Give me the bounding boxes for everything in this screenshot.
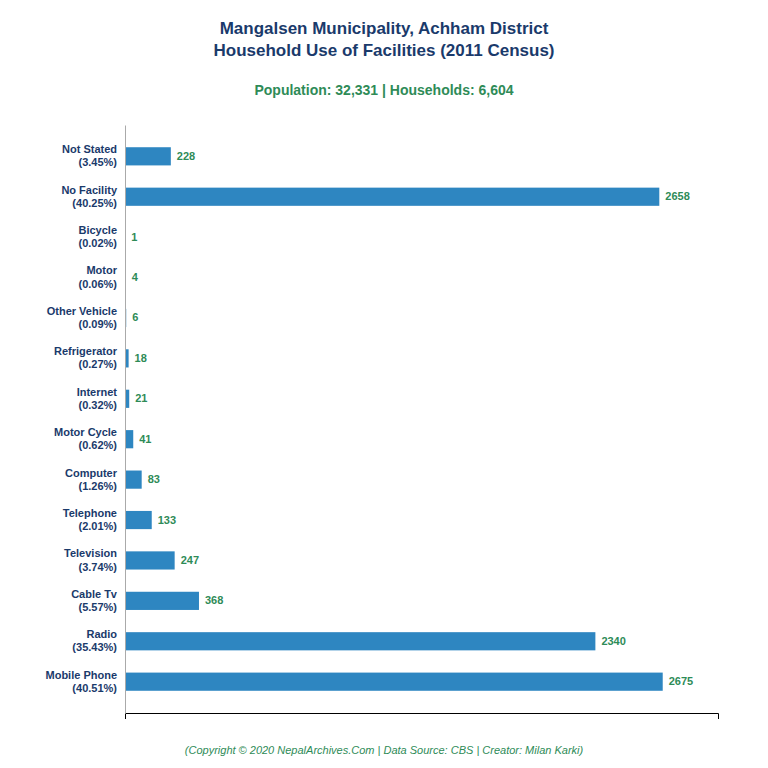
y-tick: Cable Tv(5.57%)	[71, 588, 118, 613]
bar	[125, 632, 595, 650]
y-axis: Not Stated(3.45%) No Facility(40.25%) Bicy…	[46, 126, 126, 714]
y-tick: Bicycle(0.02%)	[78, 224, 117, 249]
data-label: 6	[132, 311, 138, 323]
x-axis	[126, 714, 719, 720]
bar	[125, 551, 175, 569]
title-line: Mangalsen Municipality, Achham District	[220, 19, 549, 38]
y-tick-label: Internet(0.32%)	[77, 386, 118, 411]
text-line: (5.57%)	[78, 601, 117, 613]
y-tick: Television (3.74%)	[64, 547, 117, 572]
text-line: No Facility	[61, 184, 118, 196]
text-line: Cable Tv	[71, 588, 118, 600]
data-label: 1	[131, 231, 137, 243]
bars	[125, 147, 663, 691]
text-line: Refrigerator	[54, 345, 118, 357]
y-tick: Radio(35.43%)	[72, 628, 117, 653]
data-labels: 228 2658 1 4 6 18 21 41 83 133 247 368 2340 2675	[131, 150, 693, 687]
text-line: Mobile Phone	[46, 669, 118, 681]
y-tick-label: No Facility(40.25%)	[61, 184, 118, 209]
data-label: 368	[205, 594, 223, 606]
data-label: 41	[139, 433, 151, 445]
bar	[125, 592, 199, 610]
text-line: Other Vehicle	[47, 305, 117, 317]
y-tick-label: Cable Tv(5.57%)	[71, 588, 118, 613]
y-tick: Refrigerator (0.27%)	[54, 345, 118, 370]
subtitle: Population: 32,331 | Households: 6,604	[254, 82, 513, 98]
bar	[125, 673, 663, 691]
y-tick: Motor (0.06%)	[78, 264, 117, 289]
y-tick: Not Stated(3.45%)	[62, 143, 117, 168]
title: Mangalsen Municipality, Achham District H…	[213, 19, 554, 60]
bar	[125, 511, 152, 529]
data-label: 18	[135, 352, 147, 364]
text-line: (0.62%)	[78, 439, 117, 451]
text-line: Radio	[86, 628, 117, 640]
y-tick: No Facility(40.25%)	[61, 184, 118, 209]
y-tick-label: Computer(1.26%)	[65, 467, 118, 492]
text-line: (3.45%)	[78, 156, 117, 168]
text-line: Motor Cycle	[54, 426, 117, 438]
text-line: Telephone	[63, 507, 117, 519]
data-label: 2340	[601, 635, 625, 647]
data-label: 4	[132, 271, 139, 283]
y-tick: Mobile Phone(40.51%)	[46, 669, 118, 694]
text-line: (3.74%)	[78, 561, 117, 573]
bar	[125, 147, 171, 165]
y-tick-label: Telephone(2.01%)	[63, 507, 118, 532]
text-line: Bicycle	[78, 224, 117, 236]
y-tick: Other Vehicle(0.09%)	[47, 305, 118, 330]
text-line: (0.32%)	[78, 399, 117, 411]
plot: 228 2658 1 4 6 18 21 41 83 133 247 368 2340 2675 Not S…	[46, 126, 719, 720]
y-tick: Internet(0.32%)	[77, 386, 118, 411]
y-tick-label: Radio(35.43%)	[72, 628, 117, 653]
text-line: Computer	[65, 467, 118, 479]
text-line: (0.02%)	[78, 237, 117, 249]
y-tick-label: Television (3.74%)	[64, 547, 117, 572]
text-line: Television	[64, 547, 117, 559]
y-axis-line	[125, 126, 126, 714]
text-line: (0.09%)	[78, 318, 117, 330]
data-label: 2658	[665, 190, 689, 202]
y-tick: Telephone(2.01%)	[63, 507, 118, 532]
y-tick-label: Motor (0.06%)	[78, 264, 117, 289]
data-label: 2675	[669, 675, 693, 687]
bar	[125, 188, 659, 206]
text-line: (1.26%)	[78, 480, 117, 492]
data-label: 133	[158, 514, 176, 526]
text-line: (40.51%)	[72, 682, 117, 694]
y-tick-label: Refrigerator (0.27%)	[54, 345, 118, 370]
text-line: (0.27%)	[78, 359, 117, 371]
data-label: 83	[148, 473, 160, 485]
data-label: 228	[177, 150, 195, 162]
bar	[125, 430, 133, 448]
text-line: Motor	[86, 264, 117, 276]
data-label: 21	[135, 392, 147, 404]
y-tick-label: Mobile Phone(40.51%)	[46, 669, 118, 694]
y-tick-label: Motor Cycle(0.62%)	[54, 426, 117, 451]
y-tick: Motor Cycle(0.62%)	[54, 426, 117, 451]
text-line: Not Stated	[62, 143, 117, 155]
text-line: (35.43%)	[72, 641, 117, 653]
footer: (Copyright © 2020 NepalArchives.Com | Da…	[185, 744, 584, 756]
text-line: (2.01%)	[78, 520, 117, 532]
y-tick-label: Not Stated(3.45%)	[62, 143, 117, 168]
y-tick-label: Other Vehicle(0.09%)	[47, 305, 118, 330]
chart: Mangalsen Municipality, Achham District H…	[0, 0, 768, 768]
text-line: (0.06%)	[78, 278, 117, 290]
text-line: Internet	[77, 386, 118, 398]
x-axis-line	[126, 714, 719, 720]
title-line: Household Use of Facilities (2011 Census…	[213, 41, 554, 60]
data-label: 247	[181, 554, 199, 566]
y-tick-label: Bicycle(0.02%)	[78, 224, 117, 249]
bar	[125, 471, 142, 489]
text-line: (40.25%)	[72, 197, 117, 209]
y-tick: Computer(1.26%)	[65, 467, 118, 492]
